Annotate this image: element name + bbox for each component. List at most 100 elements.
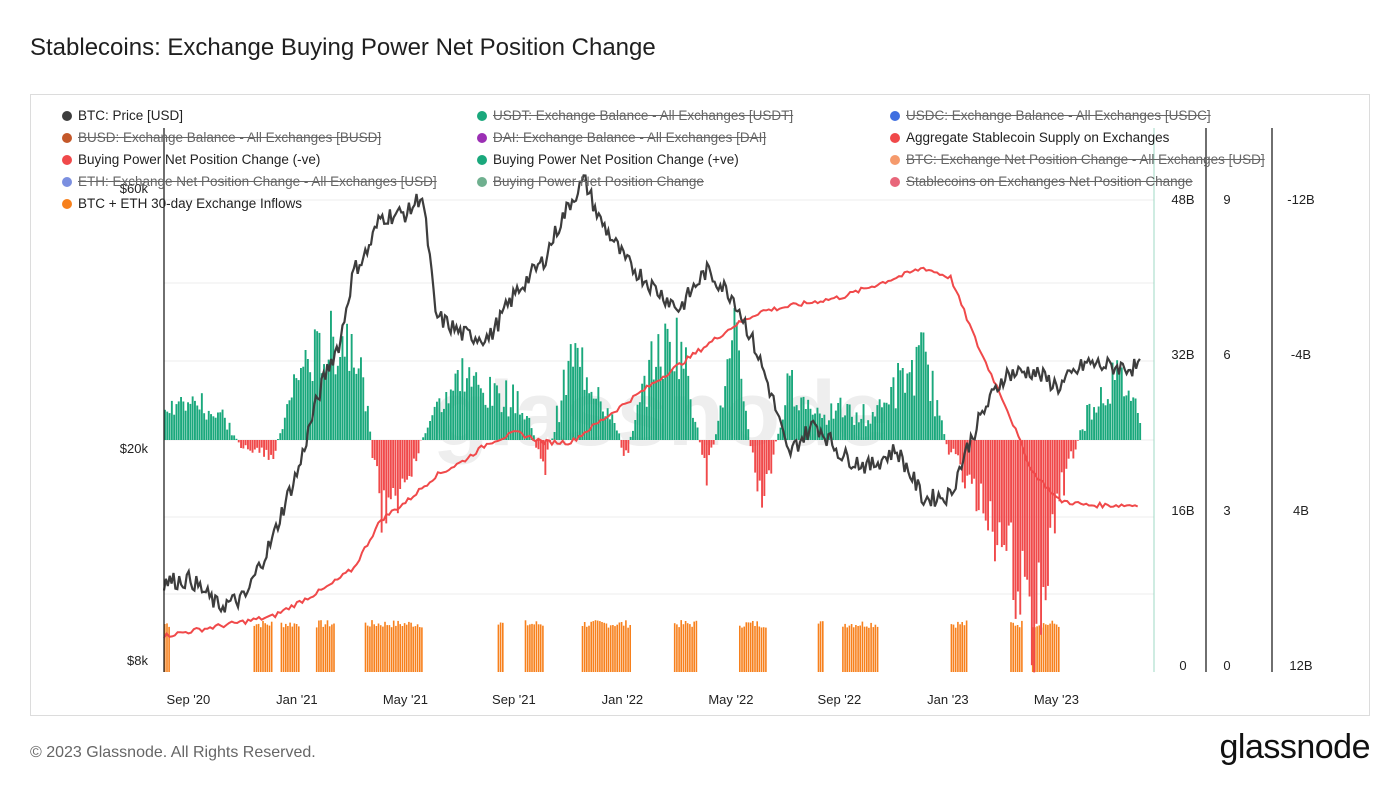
negative-bar [989,440,992,502]
legend-swatch [62,110,72,121]
negative-bar [1060,440,1063,473]
legend-label: Buying Power Net Position Change (-ve) [78,152,321,167]
positive-bar [857,422,860,440]
negative-bar [387,440,390,498]
positive-bar [747,429,750,440]
positive-bar [214,417,217,440]
legend-item[interactable]: BTC + ETH 30-day Exchange Inflows [62,196,302,211]
positive-bar [532,435,535,440]
legend-item[interactable]: ETH: Exchange Net Position Change - All … [62,174,437,189]
negative-bar [950,440,953,453]
inflow-bar [403,623,406,672]
positive-bar [597,387,600,440]
inflow-bar [331,624,333,672]
negative-bar [371,440,374,458]
positive-bar [477,384,480,440]
x-tick-label: Sep '21 [492,692,536,707]
negative-bar [1005,440,1008,551]
legend-item[interactable]: BTC: Exchange Net Position Change - All … [890,152,1265,167]
positive-bar [779,427,782,440]
legend-item[interactable]: DAI: Exchange Balance - All Exchanges [D… [477,130,766,145]
positive-bar [491,405,494,440]
positive-bar [645,406,648,440]
negative-bar [763,440,766,496]
inflow-bar [599,621,601,672]
inflow-bar [533,624,535,672]
legend-item[interactable]: Stablecoins on Exchanges Net Position Ch… [890,174,1193,189]
inflow-bar [364,622,367,672]
positive-bar [530,428,533,440]
positive-bar [583,389,586,440]
positive-bar [212,416,215,440]
positive-bar [574,343,577,440]
positive-bar [1116,360,1119,440]
inflow-bar [592,621,595,672]
positive-bar [636,404,639,440]
positive-bar [436,401,438,440]
negative-bar [710,440,713,448]
inflow-bar [1040,627,1043,672]
negative-bar [373,440,376,460]
inflow-bar [1047,624,1049,672]
positive-bar [837,403,840,440]
positive-bar [807,399,810,440]
legend-item[interactable]: Buying Power Net Position Change [477,174,704,189]
inflow-bar [324,624,327,672]
positive-bar [804,409,807,440]
negative-bar [408,440,411,476]
positive-bar [602,411,604,440]
inflow-bar [859,625,861,672]
negative-bar [703,440,706,458]
legend-item[interactable]: BUSD: Exchange Balance - All Exchanges [… [62,130,381,145]
negative-bar [761,440,763,508]
positive-bar [454,373,457,440]
positive-bar [293,374,295,440]
x-tick-label: Jan '23 [927,692,969,707]
positive-bar [466,378,468,440]
legend-item[interactable]: Aggregate Stablecoin Supply on Exchanges [890,130,1169,145]
positive-bar [828,420,830,440]
positive-bar [1095,412,1098,440]
positive-bar [313,329,316,440]
positive-bar [648,359,651,440]
inflow-bar [848,625,851,672]
inflow-bar [627,627,629,672]
positive-bar [461,358,464,440]
inflow-bar [388,625,391,672]
positive-bar [198,409,201,440]
positive-bar [230,435,233,440]
positive-bar [867,420,870,440]
positive-bar [696,427,699,440]
positive-bar [878,399,881,440]
positive-bar [662,379,664,440]
positive-bar [440,412,443,440]
negative-bar [270,440,272,455]
positive-bar [456,370,459,440]
negative-bar [698,440,701,443]
legend-item[interactable]: Buying Power Net Position Change (-ve) [62,152,320,167]
negative-bar [1051,440,1054,515]
inflow-bar [684,621,687,672]
negative-bar [975,440,978,512]
negative-bar [749,440,752,447]
netpos-tick-label: 4B [1293,503,1309,518]
negative-bar [1019,440,1022,615]
legend-item[interactable]: Buying Power Net Position Change (+ve) [477,152,739,167]
inflow-bar [745,622,748,672]
legend-item[interactable]: BTC: Price [USD] [62,108,183,123]
legend-item[interactable]: USDT: Exchange Balance - All Exchanges [… [477,108,793,123]
negative-bar [383,440,385,491]
inflow-bar [315,627,318,672]
legend-label: USDT: Exchange Balance - All Exchanges [… [493,108,794,123]
positive-bar [187,402,189,440]
inflow-bar [1058,626,1060,672]
positive-bar [788,375,791,440]
negative-bar [1026,440,1029,580]
inflow-bar [762,627,765,672]
legend-item[interactable]: USDC: Exchange Balance - All Exchanges [… [890,108,1211,123]
positive-bar [452,390,455,440]
inflow-bar [760,627,763,672]
positive-bar [228,422,231,440]
netpos-tick-label: 12B [1289,658,1312,673]
positive-bar [821,418,823,440]
